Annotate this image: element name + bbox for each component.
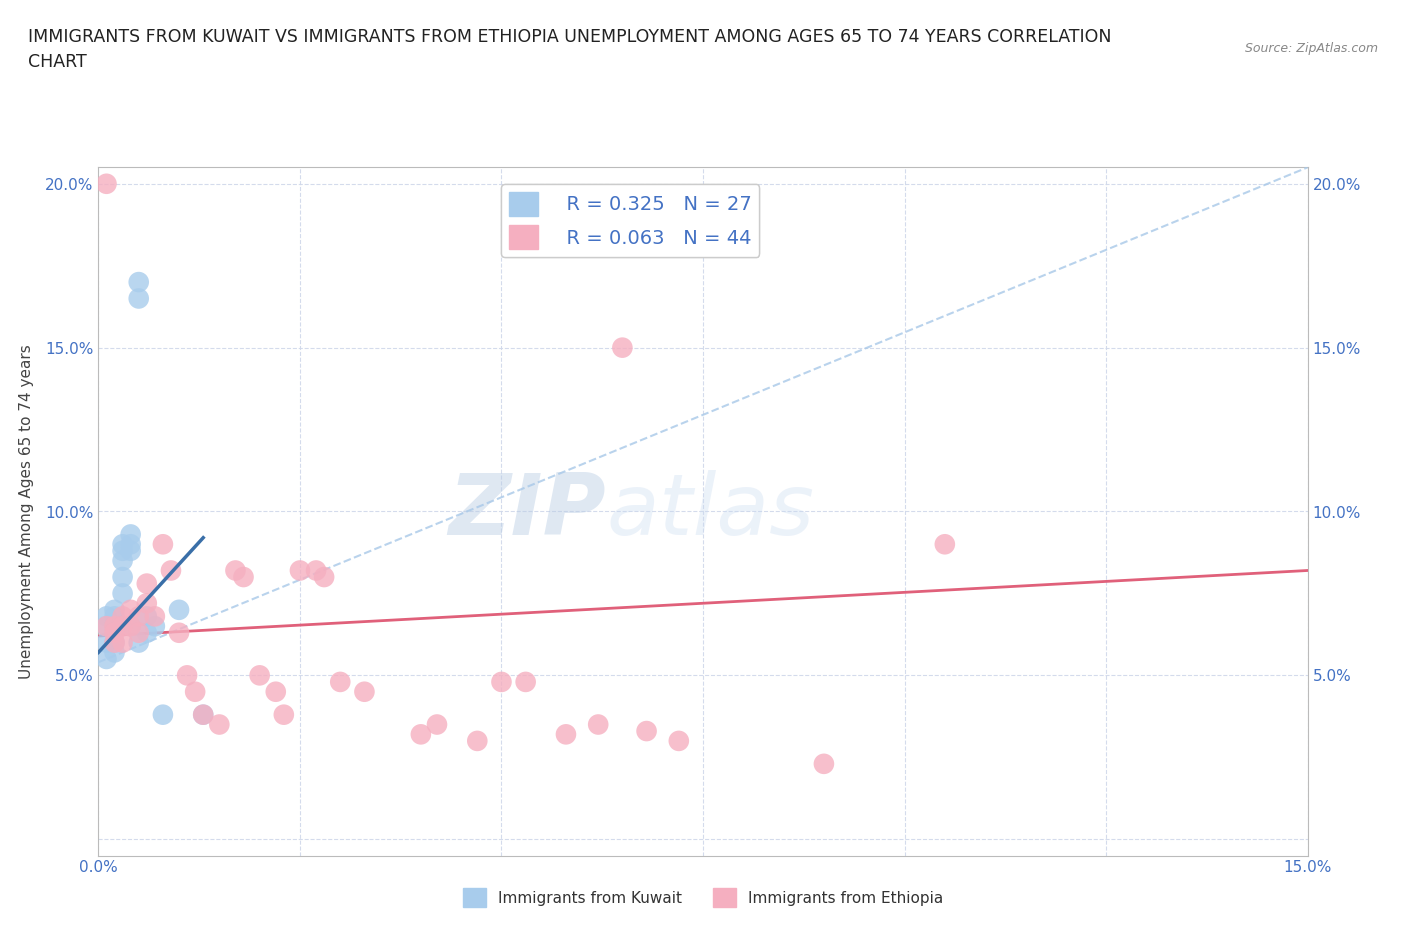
Point: [143, 609, 166, 624]
Point: [160, 563, 183, 578]
Point: [208, 717, 231, 732]
Point: [167, 625, 190, 640]
Point: [193, 707, 215, 722]
Point: [120, 618, 142, 633]
Point: [612, 340, 634, 355]
Point: [288, 563, 311, 578]
Point: [111, 609, 134, 624]
Point: [353, 684, 375, 699]
Point: [120, 527, 142, 542]
Point: [120, 618, 142, 633]
Point: [96, 618, 118, 633]
Point: [232, 569, 254, 584]
Point: [96, 177, 118, 192]
Text: Source: ZipAtlas.com: Source: ZipAtlas.com: [1244, 42, 1378, 55]
Point: [111, 543, 134, 558]
Point: [111, 537, 134, 551]
Point: [128, 291, 150, 306]
Point: [636, 724, 658, 738]
Point: [515, 674, 537, 689]
Point: [128, 274, 150, 289]
Point: [103, 635, 125, 650]
Point: [409, 727, 432, 742]
Point: [103, 625, 125, 640]
Point: [143, 618, 166, 633]
Legend:   R = 0.325   N = 27,   R = 0.063   N = 44: R = 0.325 N = 27, R = 0.063 N = 44: [502, 184, 759, 257]
Point: [465, 734, 488, 749]
Point: [96, 618, 118, 633]
Point: [491, 674, 513, 689]
Point: [555, 727, 578, 742]
Point: [813, 756, 835, 771]
Point: [96, 609, 118, 624]
Point: [120, 537, 142, 551]
Point: [135, 609, 157, 624]
Legend: Immigrants from Kuwait, Immigrants from Ethiopia: Immigrants from Kuwait, Immigrants from …: [457, 883, 949, 913]
Point: [184, 684, 207, 699]
Point: [96, 635, 118, 650]
Point: [668, 734, 690, 749]
Point: [264, 684, 287, 699]
Y-axis label: Unemployment Among Ages 65 to 74 years: Unemployment Among Ages 65 to 74 years: [20, 344, 34, 679]
Point: [103, 603, 125, 618]
Point: [128, 635, 150, 650]
Point: [135, 577, 157, 591]
Point: [120, 603, 142, 618]
Point: [111, 553, 134, 568]
Point: [111, 618, 134, 633]
Point: [103, 618, 125, 633]
Text: ZIP: ZIP: [449, 470, 606, 553]
Point: [329, 674, 352, 689]
Point: [249, 668, 271, 683]
Point: [193, 707, 215, 722]
Point: [273, 707, 295, 722]
Point: [314, 569, 336, 584]
Point: [176, 668, 198, 683]
Point: [152, 537, 174, 551]
Point: [111, 635, 134, 650]
Point: [103, 635, 125, 650]
Point: [167, 603, 190, 618]
Point: [426, 717, 449, 732]
Point: [103, 609, 125, 624]
Point: [586, 717, 609, 732]
Point: [103, 618, 125, 633]
Point: [96, 652, 118, 667]
Point: [103, 645, 125, 660]
Point: [152, 707, 174, 722]
Point: [305, 563, 328, 578]
Point: [111, 586, 134, 601]
Point: [120, 543, 142, 558]
Point: [224, 563, 246, 578]
Point: [135, 596, 157, 611]
Point: [934, 537, 956, 551]
Point: [128, 609, 150, 624]
Point: [128, 625, 150, 640]
Text: IMMIGRANTS FROM KUWAIT VS IMMIGRANTS FROM ETHIOPIA UNEMPLOYMENT AMONG AGES 65 TO: IMMIGRANTS FROM KUWAIT VS IMMIGRANTS FRO…: [28, 28, 1112, 71]
Point: [135, 625, 157, 640]
Point: [111, 569, 134, 584]
Text: atlas: atlas: [606, 470, 814, 553]
